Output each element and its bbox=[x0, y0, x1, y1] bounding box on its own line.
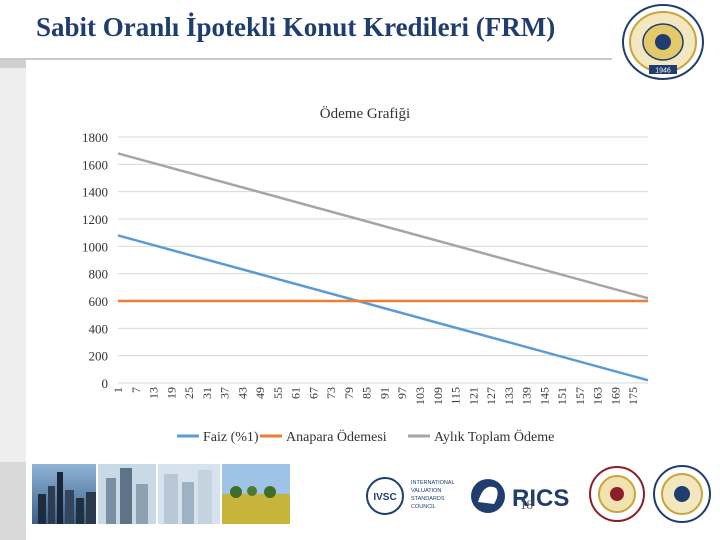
y-tick-label: 400 bbox=[89, 321, 109, 336]
x-tick-label: 163 bbox=[591, 387, 605, 405]
left-accent-bar bbox=[0, 60, 26, 470]
x-tick-label: 61 bbox=[289, 387, 303, 399]
x-tick-label: 175 bbox=[626, 387, 640, 405]
footer-seal-2 bbox=[653, 465, 711, 523]
x-tick-label: 115 bbox=[449, 387, 463, 405]
y-tick-label: 1000 bbox=[82, 239, 108, 254]
y-tick-label: 800 bbox=[89, 267, 109, 282]
x-tick-label: 1 bbox=[111, 387, 125, 393]
x-tick-label: 121 bbox=[466, 387, 480, 405]
legend-label-anapara: Anapara Ödemesi bbox=[286, 428, 387, 445]
x-tick-label: 43 bbox=[235, 387, 249, 399]
y-tick-label: 600 bbox=[89, 294, 109, 309]
legend-label-toplam: Aylık Toplam Ödeme bbox=[434, 428, 554, 445]
svg-text:COUNCIL: COUNCIL bbox=[411, 504, 436, 510]
x-tick-label: 109 bbox=[431, 387, 445, 405]
x-tick-label: 37 bbox=[218, 387, 232, 399]
x-tick-label: 79 bbox=[342, 387, 356, 399]
svg-text:RICS: RICS bbox=[512, 485, 569, 512]
svg-text:VALUATION: VALUATION bbox=[411, 488, 441, 494]
x-tick-label: 7 bbox=[129, 387, 143, 393]
chart-title: Ödeme Grafiği bbox=[320, 105, 410, 122]
x-tick-label: 133 bbox=[502, 387, 516, 405]
page-number: 18 bbox=[520, 497, 533, 512]
x-tick-label: 103 bbox=[413, 387, 427, 405]
x-tick-label: 157 bbox=[573, 387, 587, 405]
y-tick-label: 0 bbox=[102, 376, 109, 391]
city-photo-1 bbox=[32, 464, 96, 524]
x-tick-label: 85 bbox=[360, 387, 374, 399]
series-line-faiz bbox=[117, 234, 649, 382]
field-photo bbox=[222, 464, 290, 524]
x-tick-label: 127 bbox=[484, 387, 498, 405]
svg-text:IVSC: IVSC bbox=[373, 492, 396, 503]
x-tick-label: 73 bbox=[324, 387, 338, 399]
y-tick-label: 1200 bbox=[82, 212, 108, 227]
slide-title: Sabit Oranlı İpotekli Konut Kredileri (F… bbox=[36, 12, 556, 42]
x-tick-label: 31 bbox=[200, 387, 214, 399]
footer-seal-1 bbox=[589, 466, 645, 522]
x-tick-label: 55 bbox=[271, 387, 285, 399]
x-tick-label: 145 bbox=[537, 387, 551, 405]
svg-text:1946: 1946 bbox=[655, 68, 671, 75]
y-tick-label: 1600 bbox=[82, 157, 108, 172]
ivsc-logo: IVSC INTERNATIONAL VALUATION STANDARDS C… bbox=[366, 477, 455, 515]
x-tick-label: 169 bbox=[608, 387, 622, 405]
rics-logo: RICS bbox=[471, 479, 569, 513]
university-seal-logo: 1946 bbox=[622, 4, 704, 80]
y-tick-label: 200 bbox=[89, 349, 109, 364]
svg-text:INTERNATIONAL: INTERNATIONAL bbox=[411, 480, 455, 486]
x-tick-label: 91 bbox=[377, 387, 391, 399]
x-tick-label: 49 bbox=[253, 387, 267, 399]
x-tick-label: 13 bbox=[147, 387, 161, 399]
x-tick-label: 151 bbox=[555, 387, 569, 405]
series-line-toplam bbox=[117, 152, 649, 300]
y-tick-label: 1400 bbox=[82, 185, 108, 200]
payment-chart: Ödeme Grafiği 0 200 400 600 800 1000 1200 1400 1… bbox=[82, 105, 649, 445]
footer-gray-strip bbox=[0, 462, 26, 540]
x-tick-label: 19 bbox=[164, 387, 178, 399]
x-tick-label: 67 bbox=[306, 387, 320, 399]
city-photo-3 bbox=[158, 464, 220, 524]
svg-text:STANDARDS: STANDARDS bbox=[411, 496, 445, 502]
x-tick-label: 139 bbox=[520, 387, 534, 405]
legend-label-faiz: Faiz (%1) bbox=[203, 430, 259, 445]
title-divider bbox=[0, 58, 612, 60]
footer-band: IVSC INTERNATIONAL VALUATION STANDARDS C… bbox=[0, 462, 720, 540]
y-tick-label: 1800 bbox=[82, 130, 108, 145]
city-photo-2 bbox=[98, 464, 156, 524]
x-tick-label: 25 bbox=[182, 387, 196, 399]
x-tick-label: 97 bbox=[395, 387, 409, 399]
